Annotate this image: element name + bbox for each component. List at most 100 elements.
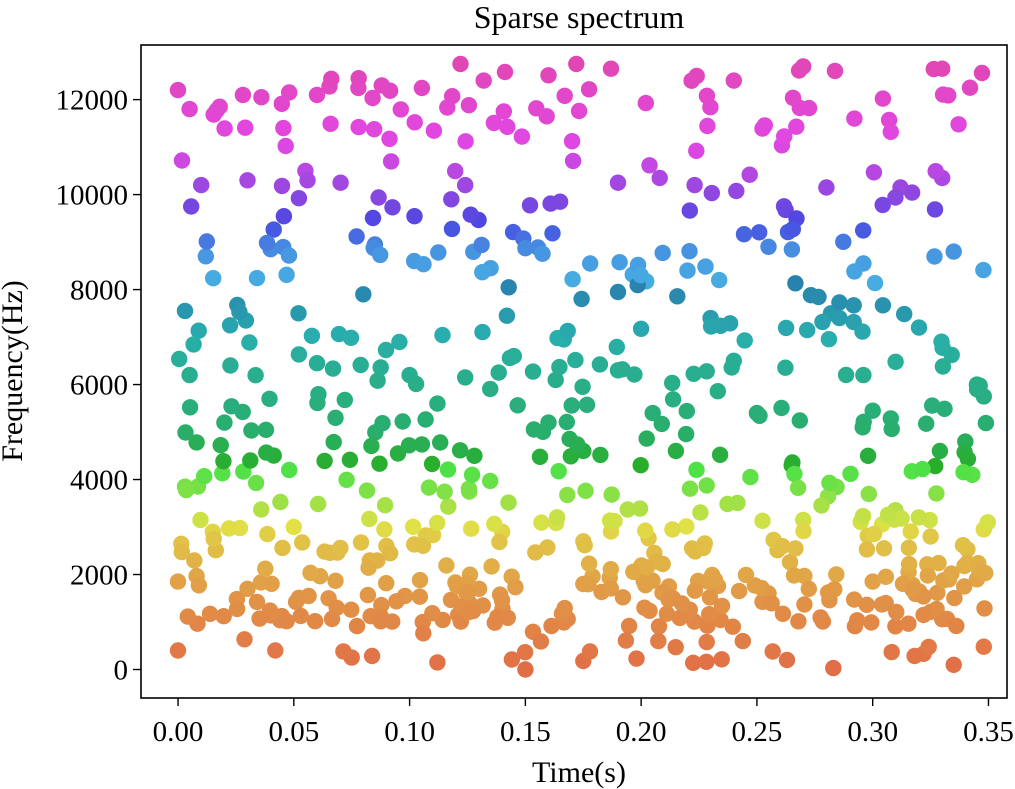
data-point	[650, 618, 668, 635]
data-point	[943, 565, 960, 582]
data-point	[619, 501, 636, 518]
data-point	[790, 613, 807, 630]
data-point	[608, 338, 625, 356]
plot-frame	[140, 44, 1008, 699]
data-point	[429, 395, 446, 412]
data-point	[355, 286, 372, 303]
data-point	[378, 575, 395, 592]
y-axis: 0 2000 4000 6000 8000 10000 12000	[56, 85, 141, 687]
data-point	[701, 606, 718, 623]
data-point	[637, 94, 654, 112]
data-point	[977, 564, 994, 582]
data-point	[785, 567, 803, 584]
data-point	[181, 100, 198, 118]
data-point	[474, 264, 491, 281]
data-point	[440, 498, 457, 515]
data-point	[498, 307, 516, 324]
data-point	[524, 363, 542, 380]
data-point	[849, 612, 866, 629]
data-point	[176, 302, 194, 320]
data-point	[360, 559, 377, 576]
data-point	[795, 522, 812, 540]
data-point	[424, 605, 441, 622]
data-point	[846, 263, 863, 280]
data-point	[413, 79, 431, 97]
data-point	[381, 130, 398, 147]
data-point	[348, 617, 366, 635]
data-point	[730, 582, 748, 600]
data-point	[573, 290, 590, 308]
data-point	[603, 486, 620, 503]
data-point	[198, 233, 215, 250]
data-point	[698, 633, 715, 651]
data-point	[273, 95, 290, 113]
x-tick-label: 0.15	[500, 716, 551, 748]
data-point	[786, 465, 803, 483]
data-point	[864, 402, 881, 419]
data-point	[644, 572, 661, 589]
data-point	[281, 461, 298, 479]
data-point	[423, 455, 441, 473]
data-point	[955, 464, 972, 481]
data-point	[858, 541, 876, 558]
data-point	[919, 567, 936, 584]
data-point	[751, 407, 768, 424]
data-point	[359, 586, 377, 604]
data-point	[669, 288, 686, 305]
data-point	[342, 329, 360, 346]
data-point	[632, 320, 650, 337]
data-point	[382, 153, 400, 170]
data-point	[381, 82, 399, 99]
data-point	[322, 115, 339, 132]
data-point	[703, 184, 720, 202]
data-point	[517, 240, 534, 257]
data-point	[482, 472, 499, 490]
data-point	[631, 500, 649, 517]
data-point	[544, 225, 561, 242]
data-point	[729, 494, 746, 512]
data-point	[574, 378, 591, 395]
data-point	[609, 174, 627, 191]
data-point	[214, 465, 231, 482]
data-point	[531, 448, 549, 465]
data-point	[267, 642, 284, 659]
data-point	[796, 596, 813, 613]
data-point	[791, 412, 808, 429]
data-point	[532, 633, 550, 650]
data-point	[888, 603, 905, 621]
y-axis-label: Frequency(Hz)	[0, 280, 29, 462]
data-point	[485, 114, 503, 132]
data-point	[290, 190, 308, 207]
data-point	[335, 643, 352, 660]
data-point	[864, 573, 881, 590]
data-point	[975, 638, 992, 655]
data-point	[831, 309, 848, 327]
data-point	[751, 224, 768, 241]
data-point	[556, 87, 573, 105]
data-point	[503, 651, 521, 668]
data-point	[711, 446, 729, 463]
data-point	[877, 568, 895, 585]
data-point	[698, 363, 715, 380]
data-point	[741, 166, 758, 183]
data-point	[179, 608, 196, 625]
data-point	[223, 398, 240, 415]
y-tick-label: 4000	[70, 465, 128, 497]
data-point	[493, 592, 511, 609]
data-point	[660, 591, 677, 608]
data-point	[205, 106, 222, 123]
data-point	[576, 537, 593, 554]
data-point	[343, 601, 360, 618]
data-point	[787, 275, 804, 292]
data-point	[370, 189, 387, 206]
data-point	[580, 555, 598, 572]
data-point	[215, 453, 232, 470]
data-point	[558, 413, 575, 431]
data-point	[678, 402, 695, 420]
data-point	[928, 485, 945, 502]
data-point	[352, 534, 370, 551]
data-point	[701, 589, 719, 606]
data-point	[384, 613, 401, 630]
data-point	[914, 460, 931, 478]
